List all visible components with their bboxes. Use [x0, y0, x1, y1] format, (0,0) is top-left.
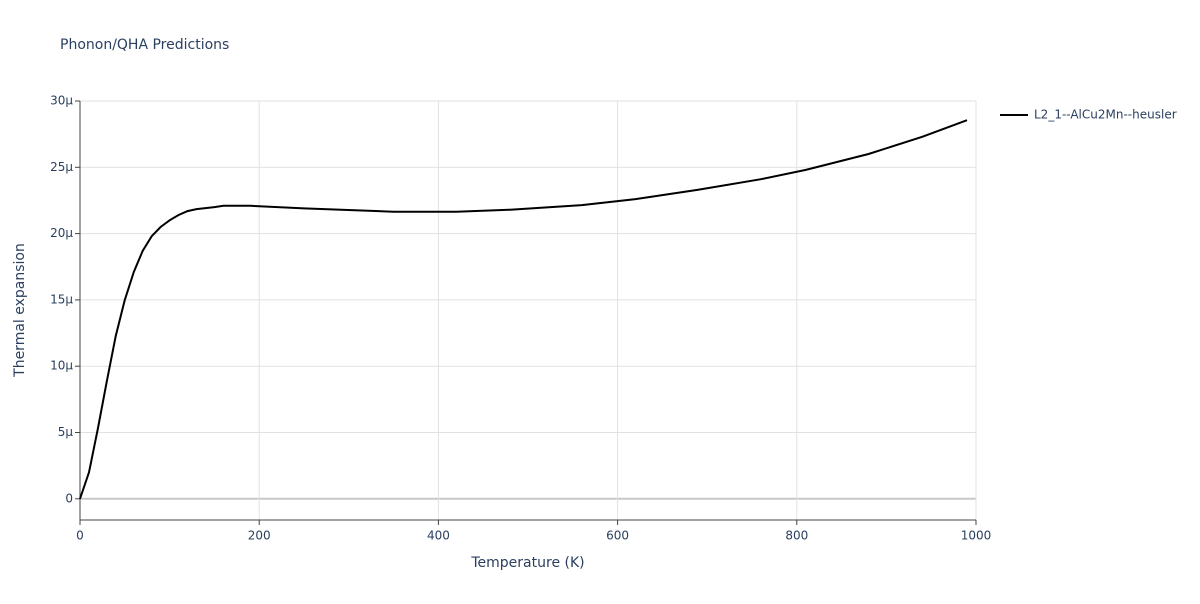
y-tick-label: 5μ: [58, 425, 74, 439]
x-tick-label: 200: [248, 529, 271, 543]
y-tick-label: 15μ: [50, 292, 73, 306]
x-tick-label: 600: [606, 529, 629, 543]
data-line: [79, 119, 968, 500]
y-axis-label: Thermal expansion: [12, 243, 28, 378]
x-tick-label: 1000: [961, 529, 992, 543]
x-tick-label: 400: [427, 529, 450, 543]
y-tick-label: 0: [65, 491, 73, 505]
y-tick-label: 10μ: [50, 359, 73, 373]
x-axis-label: Temperature (K): [470, 555, 584, 571]
y-tick-label: 25μ: [50, 160, 73, 174]
x-tick-label: 0: [76, 529, 84, 543]
x-tick-label: 800: [785, 529, 808, 543]
chart-title: Phonon/QHA Predictions: [60, 37, 229, 53]
y-tick-label: 20μ: [50, 226, 73, 240]
y-tick-label: 30μ: [50, 94, 73, 108]
legend-label: L2_1--AlCu2Mn--heusler: [1034, 108, 1177, 122]
